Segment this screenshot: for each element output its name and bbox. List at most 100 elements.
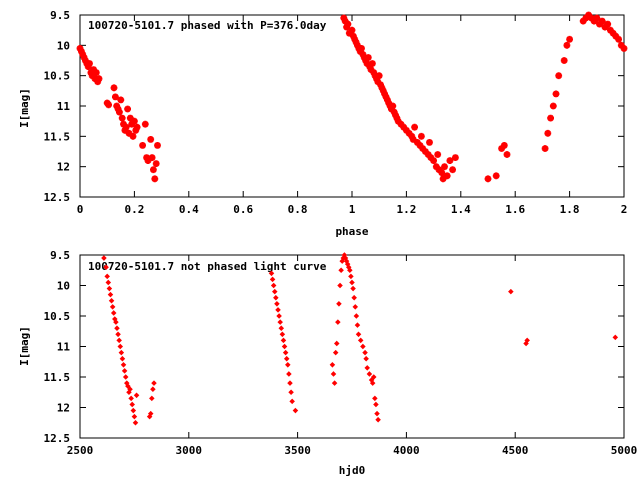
data-point (364, 365, 370, 371)
data-point (372, 395, 378, 402)
data-point (274, 301, 280, 307)
x-tick-label: 2 (621, 203, 628, 216)
y-tick-label: 11.5 (44, 130, 71, 143)
data-point (552, 90, 560, 98)
data-point (375, 72, 383, 80)
data-point (549, 102, 557, 110)
data-point (116, 108, 123, 116)
data-point (503, 151, 511, 158)
data-point (452, 154, 459, 161)
data-point (122, 374, 129, 380)
data-point (336, 301, 342, 307)
y-tick-label: 10.5 (44, 310, 71, 323)
data-point (374, 410, 380, 417)
data-point (113, 319, 119, 325)
data-point (112, 93, 119, 101)
data-point (118, 114, 126, 122)
data-point (351, 294, 357, 301)
data-point (144, 157, 152, 164)
data-point (620, 45, 628, 52)
data-point (133, 392, 140, 399)
data-point (547, 114, 554, 122)
data-point (566, 35, 573, 43)
data-point (122, 123, 130, 131)
data-point (109, 304, 116, 310)
y-tick-label: 11.5 (44, 371, 71, 384)
x-tick-label: 0.8 (288, 203, 308, 216)
data-point (280, 337, 287, 344)
data-point (375, 416, 381, 423)
data-point (560, 57, 568, 64)
data-point (150, 386, 156, 392)
y-tick-label: 12.5 (44, 432, 71, 445)
data-point (283, 355, 290, 362)
data-point (101, 255, 107, 261)
data-point (411, 123, 418, 131)
data-point (282, 349, 289, 356)
data-point (108, 297, 115, 304)
x-tick-label: 4000 (393, 444, 420, 457)
data-point (129, 401, 135, 408)
x-tick-label: 0 (77, 203, 84, 216)
data-point (120, 362, 127, 368)
y-tick-label: 12.5 (44, 191, 71, 204)
data-point (500, 142, 508, 149)
y-tick-label: 10 (57, 39, 70, 52)
data-point (363, 355, 369, 362)
data-point (270, 282, 277, 289)
data-point (555, 72, 563, 80)
data-point (438, 169, 446, 177)
data-point (125, 383, 131, 389)
data-point (116, 337, 122, 344)
data-point (278, 325, 285, 331)
y-tick-label: 12 (57, 161, 70, 174)
data-point (292, 407, 299, 414)
data-point (598, 17, 606, 25)
data-point (484, 175, 492, 183)
x-tick-label: 4500 (502, 444, 529, 457)
data-point (615, 35, 622, 43)
data-point (131, 117, 138, 125)
data-point (152, 160, 160, 167)
data-point (332, 349, 339, 356)
x-tick-label: 1.2 (396, 203, 416, 216)
data-point (150, 166, 157, 174)
data-point (434, 151, 442, 158)
data-point (106, 285, 113, 292)
data-point (110, 84, 118, 92)
data-point (287, 380, 293, 386)
data-point (426, 139, 433, 146)
data-point (139, 142, 146, 149)
y-tick-label: 11 (57, 100, 71, 113)
data-point (593, 14, 601, 22)
data-point (147, 410, 154, 417)
data-point (141, 120, 149, 128)
data-point (369, 380, 376, 386)
data-point (281, 343, 288, 350)
data-point (344, 20, 352, 28)
data-point (366, 371, 373, 377)
data-point (279, 331, 286, 338)
phased-light-curve-panel: 100720-5101.7 phased with P=376.0day I[m… (18, 9, 628, 238)
x-axis-label: hjd0 (339, 464, 366, 477)
data-point (604, 20, 612, 28)
data-point (130, 407, 137, 414)
x-tick-label: 0.2 (124, 203, 144, 216)
data-point (335, 319, 341, 325)
data-point (492, 172, 500, 180)
data-point (331, 380, 338, 386)
y-tick-label: 9.5 (50, 9, 70, 22)
x-tick-label: 3000 (176, 444, 203, 457)
data-point (524, 337, 530, 344)
x-tick-label: 5000 (611, 444, 638, 457)
data-point (105, 101, 112, 109)
x-tick-label: 1.4 (451, 203, 471, 216)
data-point (369, 60, 376, 67)
data-point (103, 264, 109, 270)
y-tick-label: 9.5 (50, 249, 70, 262)
data-point (118, 349, 125, 356)
data-point (357, 337, 364, 344)
data-point (348, 273, 354, 280)
data-point (95, 75, 103, 83)
data-point (430, 157, 437, 164)
